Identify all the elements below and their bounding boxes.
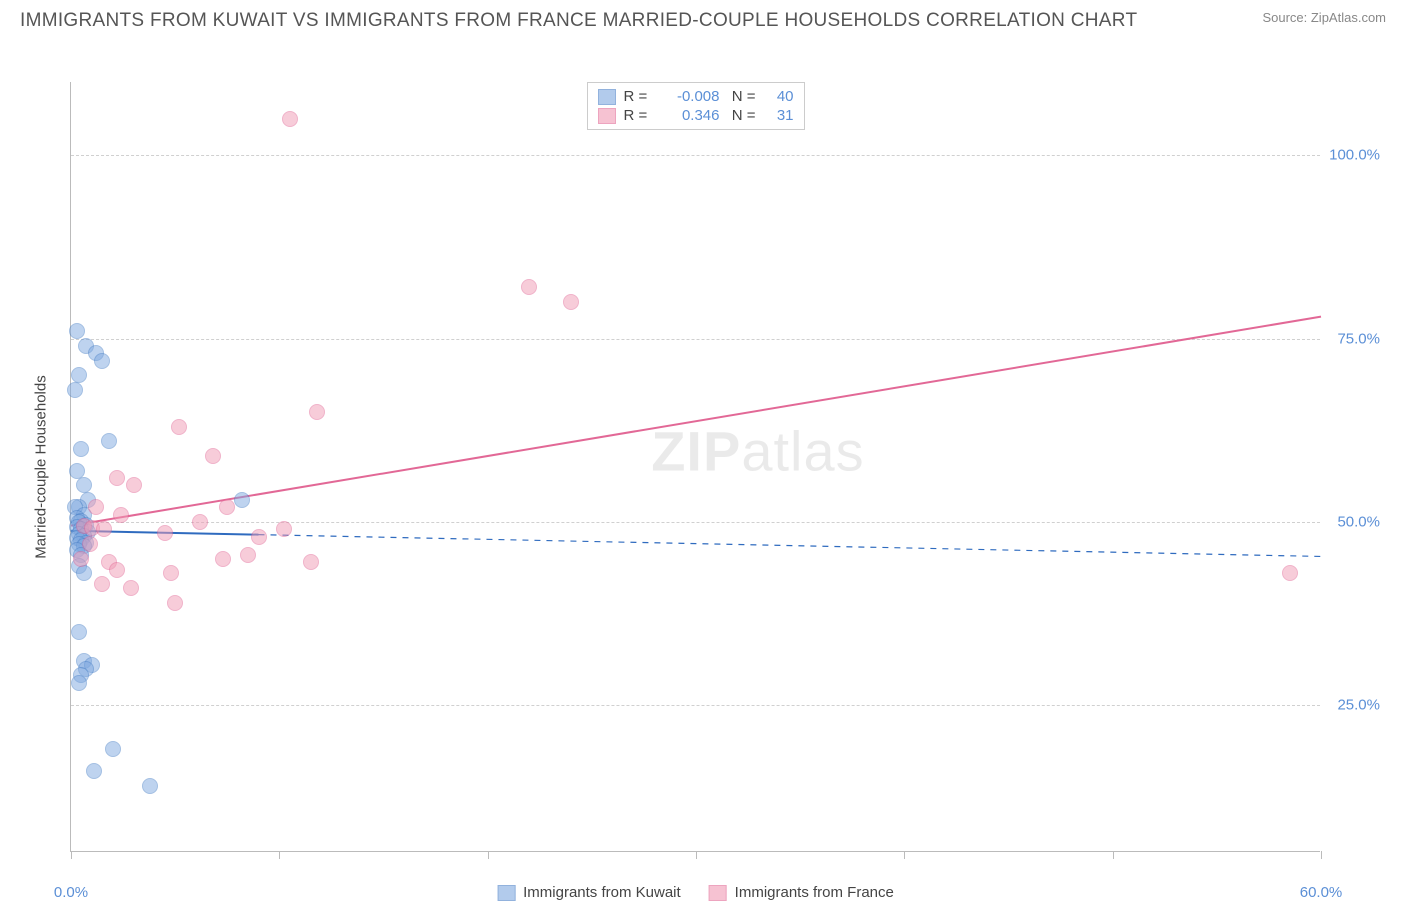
data-point [240,547,256,563]
data-point [76,565,92,581]
data-point [71,367,87,383]
data-point [215,551,231,567]
data-point [96,521,112,537]
legend-swatch [598,89,616,105]
r-value: 0.346 [660,107,720,124]
chart-title: IMMIGRANTS FROM KUWAIT VS IMMIGRANTS FRO… [20,10,1137,32]
legend-swatch [598,108,616,124]
watermark: ZIPatlas [651,419,864,484]
data-point [126,477,142,493]
data-point [192,514,208,530]
n-value: 31 [764,107,794,124]
data-point [123,580,139,596]
data-point [76,477,92,493]
data-point [86,763,102,779]
source-label: Source: ZipAtlas.com [1262,10,1386,25]
plot-area: Married-couple Households ZIPatlas R =-0… [70,82,1320,852]
legend-row: R = -0.008 N = 40 [598,87,794,106]
data-point [251,529,267,545]
data-point [71,675,87,691]
gridline [71,522,1320,523]
gridline [71,339,1320,340]
y-axis-label: Married-couple Households [33,375,50,558]
n-value: 40 [764,88,794,105]
trend-lines [71,82,1321,852]
y-tick-label: 50.0% [1337,514,1380,531]
data-point [94,353,110,369]
data-point [167,595,183,611]
data-point [234,492,250,508]
x-tick [488,851,489,859]
legend-row: R = 0.346 N = 31 [598,106,794,125]
legend-label: Immigrants from Kuwait [523,884,681,901]
data-point [67,382,83,398]
series-legend: Immigrants from Kuwait Immigrants from Fr… [497,884,894,901]
legend-item: Immigrants from France [709,884,894,901]
x-tick-label: 0.0% [54,884,88,901]
data-point [303,554,319,570]
data-point [113,507,129,523]
data-point [73,551,89,567]
legend-item: Immigrants from Kuwait [497,884,681,901]
data-point [1282,565,1298,581]
n-label: N = [728,107,756,124]
data-point [142,778,158,794]
data-point [94,576,110,592]
data-point [163,565,179,581]
data-point [171,419,187,435]
legend-swatch [709,885,727,901]
data-point [205,448,221,464]
x-tick [71,851,72,859]
data-point [521,279,537,295]
data-point [88,499,104,515]
r-value: -0.008 [660,88,720,105]
data-point [563,294,579,310]
data-point [105,741,121,757]
y-tick-label: 100.0% [1329,147,1380,164]
legend-swatch [497,885,515,901]
data-point [101,433,117,449]
data-point [82,536,98,552]
r-label: R = [624,107,652,124]
gridline [71,705,1320,706]
gridline [71,155,1320,156]
data-point [71,624,87,640]
n-label: N = [728,88,756,105]
r-label: R = [624,88,652,105]
x-tick [904,851,905,859]
data-point [109,562,125,578]
chart-area: Married-couple Households ZIPatlas R = -0… [20,42,1386,872]
x-tick [1321,851,1322,859]
data-point [73,441,89,457]
correlation-legend: R = -0.008 N = 40 R = 0.346 N = 31 [587,82,805,130]
data-point [69,463,85,479]
data-point [109,470,125,486]
y-tick-label: 75.0% [1337,330,1380,347]
x-tick [1113,851,1114,859]
legend-label: Immigrants from France [735,884,894,901]
data-point [309,404,325,420]
y-tick-label: 25.0% [1337,697,1380,714]
x-tick-label: 60.0% [1300,884,1343,901]
x-tick [279,851,280,859]
data-point [69,323,85,339]
data-point [276,521,292,537]
data-point [219,499,235,515]
x-tick [696,851,697,859]
data-point [157,525,173,541]
data-point [282,111,298,127]
